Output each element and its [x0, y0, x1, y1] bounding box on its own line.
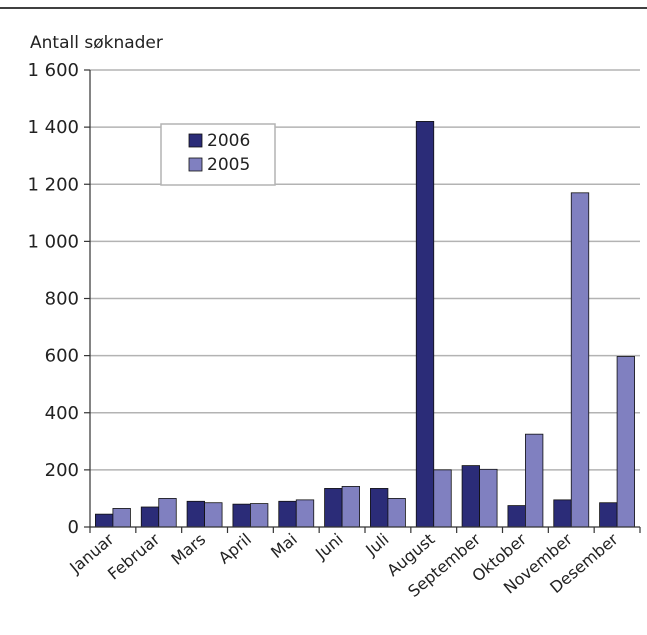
bar-2006-september	[461, 465, 480, 528]
bar-2006-desember	[599, 502, 618, 528]
bar-2006-juli	[370, 488, 389, 528]
bar-2006-mai	[278, 500, 297, 528]
y-tick-label: 800	[45, 289, 79, 310]
y-tick-label: 600	[45, 346, 79, 367]
legend-label-2005: 2005	[207, 155, 250, 175]
bar-2006-april	[232, 503, 251, 528]
bar-2005-februar	[158, 498, 177, 528]
bars	[95, 121, 635, 528]
x-tick-label: Februar	[104, 529, 164, 583]
bar-2005-desember	[616, 356, 635, 528]
legend: 2006 2005	[160, 123, 276, 186]
legend-box	[160, 123, 276, 186]
y-axis-label: Antall søknader	[30, 33, 163, 53]
y-tick-labels: 0 200 400 600 800 1 000 1 200 1 400 1 600	[27, 60, 79, 538]
bar-2005-november	[570, 192, 590, 528]
bar-2006-januar	[95, 513, 114, 528]
bar-2005-juni	[341, 486, 360, 528]
bar-2005-april	[250, 503, 269, 528]
legend-label-2006: 2006	[207, 131, 250, 151]
y-tick-label: 1 200	[27, 174, 79, 195]
bar-2006-februar	[140, 506, 160, 528]
bar-2005-mars	[204, 502, 223, 528]
y-tick-label: 400	[45, 403, 79, 424]
bar-2005-juli	[387, 498, 406, 528]
y-tick-label: 1 400	[27, 117, 79, 138]
bar-2006-oktober	[507, 505, 526, 528]
y-tick-label: 1 600	[27, 60, 79, 81]
legend-swatch-2005	[188, 157, 203, 172]
bar-2005-september	[479, 468, 498, 528]
legend-swatch-2006	[188, 133, 203, 148]
y-tick-label: 1 000	[27, 231, 79, 252]
bar-2005-august	[433, 469, 452, 528]
bar-2006-august	[415, 121, 435, 528]
x-tick-label: Mai	[267, 530, 301, 563]
bar-2006-november	[553, 499, 572, 528]
x-tick-label: Mars	[167, 530, 209, 569]
bar-2005-oktober	[525, 433, 544, 528]
x-tick-label: Juni	[311, 530, 347, 564]
bar-2005-januar	[112, 508, 131, 528]
x-tick-label: Juli	[361, 530, 392, 560]
bar-2006-mars	[186, 500, 205, 528]
bar-2005-mai	[295, 499, 315, 528]
y-tick-label: 0	[68, 517, 79, 538]
y-tick-label: 200	[45, 460, 79, 481]
axes	[84, 69, 641, 533]
x-tick-label: April	[215, 530, 255, 568]
bar-2006-juni	[324, 488, 343, 528]
